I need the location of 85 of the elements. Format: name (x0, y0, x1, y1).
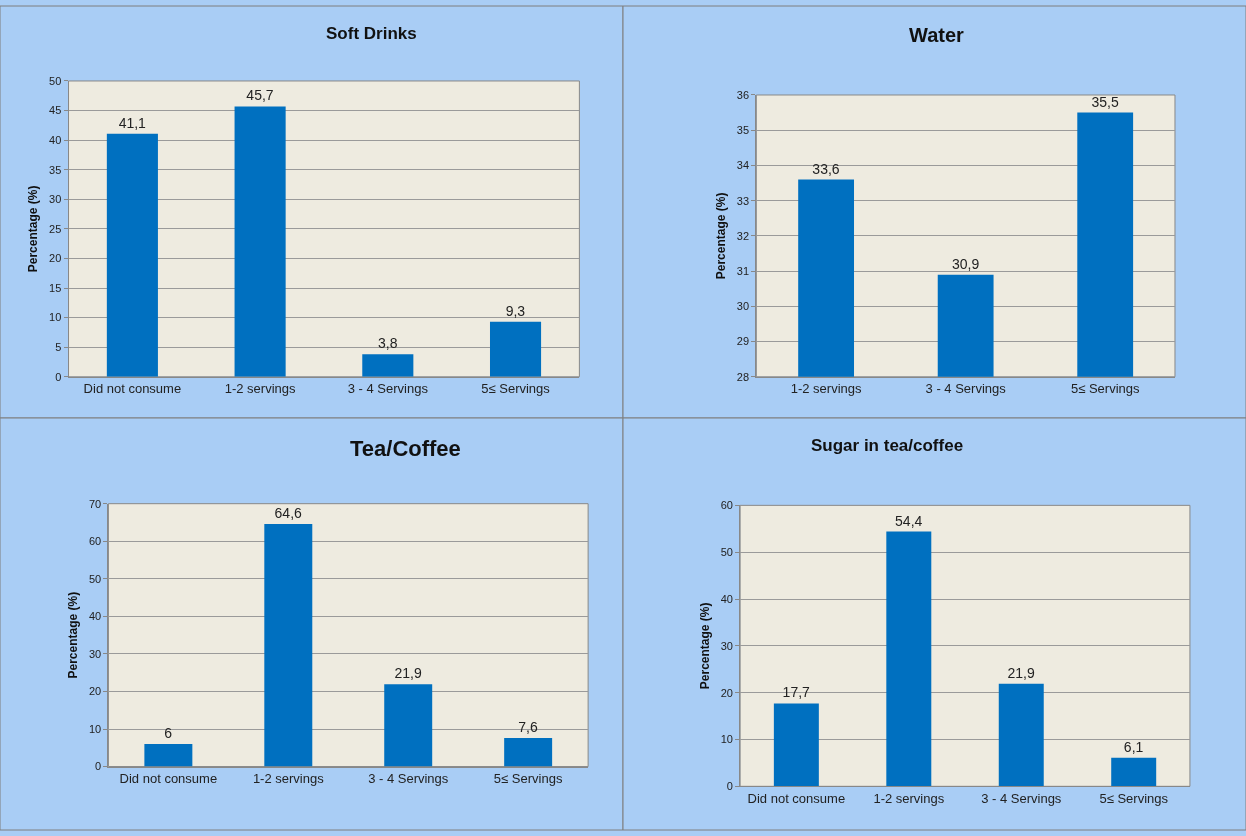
x-tick-label: Did not consume (119, 771, 218, 787)
x-tick-label: Did not consume (747, 790, 846, 806)
x-tick-label: Did not consume (83, 381, 182, 397)
bar (1111, 757, 1157, 787)
y-tick-label: 34 (736, 159, 750, 172)
data-label: 33,6 (812, 160, 840, 177)
data-label: 45,7 (246, 87, 274, 104)
y-tick-label: 25 (49, 222, 62, 235)
data-label: 17,7 (782, 684, 811, 701)
y-axis-title: Percentage (%) (714, 192, 729, 280)
data-label: 21,9 (394, 665, 422, 682)
y-tick-label: 70 (88, 497, 102, 510)
y-tick-label: 35 (49, 163, 62, 176)
data-label: 35,5 (1091, 93, 1119, 110)
bar (998, 683, 1044, 787)
chart-title: Soft Drinks (326, 24, 417, 43)
bar (489, 321, 542, 377)
x-tick-label: 1-2 servings (224, 381, 296, 397)
bar (144, 744, 193, 767)
x-tick-label: 3 - 4 Servings (368, 771, 449, 787)
y-tick-label: 29 (736, 335, 750, 348)
y-tick-label: 10 (720, 733, 733, 746)
y-tick-label: 30 (49, 193, 62, 206)
data-label: 21,9 (1007, 664, 1035, 681)
y-tick-label: 35 (736, 124, 750, 137)
x-tick-label: 1-2 servings (790, 381, 862, 397)
y-tick-label: 50 (88, 572, 102, 585)
y-tick-label: 40 (720, 592, 733, 605)
y-tick-label: 60 (88, 535, 102, 548)
y-tick-label: 40 (49, 133, 62, 146)
data-label: 7,6 (518, 719, 538, 736)
data-label: 54,4 (895, 512, 923, 529)
chart-title: Tea/Coffee (350, 436, 461, 461)
y-tick-label: 45 (49, 104, 62, 117)
y-axis-title: Percentage (%) (26, 185, 41, 273)
y-tick-label: 5 (55, 341, 62, 354)
y-tick-label: 20 (88, 685, 102, 698)
bar (504, 738, 553, 767)
data-label: 41,1 (118, 114, 147, 131)
y-tick-label: 10 (88, 722, 102, 735)
bar (264, 523, 313, 767)
x-tick-label: 3 - 4 Servings (347, 381, 429, 397)
x-tick-label: 5≤ Servings (481, 381, 551, 397)
y-tick-label: 60 (720, 499, 733, 512)
x-tick-label: 1-2 servings (252, 771, 325, 787)
bar (362, 354, 414, 377)
y-axis-title: Percentage (%) (697, 602, 712, 690)
bar (886, 531, 932, 787)
y-tick-label: 30 (88, 647, 102, 660)
data-label: 30,9 (951, 255, 980, 272)
y-tick-label: 20 (49, 252, 62, 265)
y-tick-label: 0 (95, 760, 102, 773)
data-label: 9,3 (505, 302, 526, 319)
x-tick-label: 5≤ Servings (1099, 790, 1169, 806)
x-tick-label: 5≤ Servings (493, 771, 563, 787)
data-label: 6,1 (1123, 738, 1144, 755)
y-tick-label: 20 (720, 686, 733, 699)
chart-title: Water (909, 24, 965, 46)
y-tick-label: 33 (736, 194, 750, 207)
y-tick-label: 0 (726, 780, 733, 793)
y-axis-title: Percentage (%) (66, 591, 81, 679)
bar (106, 133, 158, 377)
bar (384, 684, 433, 767)
y-tick-label: 28 (736, 370, 750, 383)
y-tick-label: 50 (49, 74, 62, 87)
y-tick-label: 10 (49, 311, 62, 324)
x-tick-label: 3 - 4 Servings (925, 381, 1007, 397)
data-label: 6 (164, 725, 173, 742)
y-tick-label: 15 (49, 281, 62, 294)
y-tick-label: 50 (720, 546, 733, 559)
y-tick-label: 30 (736, 300, 750, 313)
bar (773, 703, 819, 787)
y-tick-label: 0 (55, 370, 62, 383)
y-tick-label: 30 (720, 639, 733, 652)
data-label: 64,6 (274, 504, 303, 521)
y-tick-label: 40 (88, 610, 102, 623)
y-tick-label: 31 (736, 264, 750, 277)
bar (234, 106, 286, 377)
x-tick-label: 3 - 4 Servings (981, 790, 1062, 806)
chart-title: Sugar in tea/coffee (811, 436, 964, 455)
y-tick-label: 36 (736, 88, 750, 101)
x-tick-label: 5≤ Servings (1070, 381, 1140, 397)
x-tick-label: 1-2 servings (873, 790, 945, 806)
data-label: 3,8 (377, 335, 398, 352)
y-tick-label: 32 (736, 229, 750, 242)
